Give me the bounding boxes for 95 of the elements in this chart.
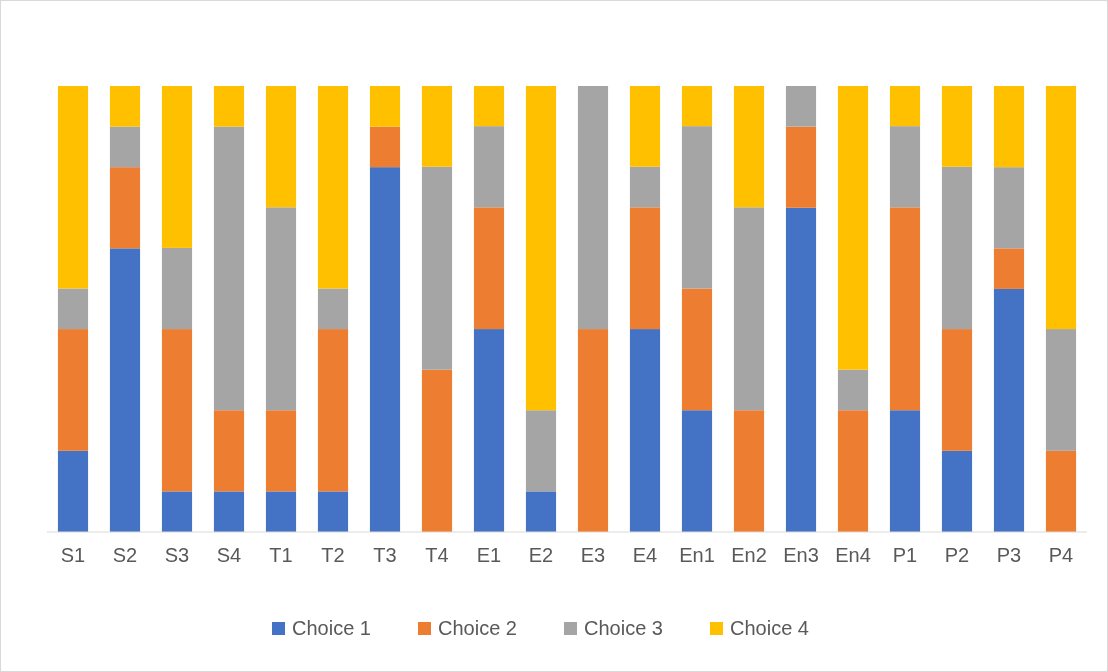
- bar: [525, 410, 557, 492]
- bar: [109, 248, 141, 532]
- bar: [629, 329, 661, 532]
- bar: [837, 86, 869, 370]
- x-tick-label: En4: [835, 544, 871, 566]
- bar: [993, 167, 1025, 249]
- bar: [265, 410, 297, 492]
- bar: [161, 491, 193, 532]
- x-tick-label: En2: [731, 544, 767, 566]
- bar: [161, 329, 193, 492]
- bar: [941, 329, 973, 451]
- bar: [941, 450, 973, 532]
- bar: [941, 86, 973, 167]
- bar: [681, 288, 713, 411]
- bar: [265, 207, 297, 411]
- bar: [213, 126, 245, 411]
- x-tick-label: E4: [632, 544, 658, 566]
- bar: [629, 166, 661, 208]
- bar: [889, 126, 921, 208]
- x-tick-label: E3: [580, 544, 606, 566]
- bar: [681, 126, 713, 289]
- bar: [577, 329, 609, 532]
- bar: [525, 491, 557, 532]
- x-tick-label: P1: [892, 544, 918, 566]
- bar: [317, 491, 349, 532]
- bar: [369, 167, 401, 532]
- x-tick-label: T4: [425, 544, 449, 566]
- bar: [57, 288, 89, 330]
- bar: [213, 410, 245, 492]
- bar: [733, 86, 765, 208]
- bar: [733, 410, 765, 532]
- x-tick-label: S3: [164, 544, 190, 566]
- bar: [57, 86, 89, 289]
- bar: [837, 369, 869, 411]
- bar: [369, 86, 401, 127]
- bar: [525, 86, 557, 411]
- bar: [317, 288, 349, 330]
- bar: [837, 410, 869, 532]
- legend-label: Choice 3: [584, 617, 663, 640]
- bar: [785, 126, 817, 208]
- bar: [629, 207, 661, 330]
- bar: [629, 86, 661, 167]
- bar: [161, 247, 193, 330]
- x-tick-label: T2: [321, 544, 345, 566]
- bar: [993, 288, 1025, 532]
- bar: [473, 329, 505, 532]
- bar: [1045, 329, 1077, 451]
- legend-label: Choice 1: [292, 617, 371, 640]
- bar: [213, 491, 245, 532]
- bar: [993, 248, 1025, 289]
- bar: [473, 207, 505, 330]
- bar: [889, 410, 921, 532]
- bar: [265, 86, 297, 208]
- bar: [733, 207, 765, 411]
- bar: [681, 410, 713, 532]
- bar: [57, 329, 89, 451]
- bar: [785, 207, 817, 532]
- bar: [889, 86, 921, 127]
- bar: [473, 126, 505, 208]
- bar: [681, 86, 713, 127]
- bar: [421, 86, 453, 167]
- bar: [57, 450, 89, 532]
- bar: [109, 86, 141, 127]
- bar: [109, 167, 141, 249]
- x-tick-label: E2: [528, 544, 554, 566]
- bar: [473, 86, 505, 127]
- bar: [161, 86, 193, 248]
- x-tick-label: S1: [60, 544, 86, 566]
- bar: [369, 126, 401, 168]
- bar: [265, 491, 297, 532]
- bar: [213, 86, 245, 127]
- x-tick-label: P4: [1048, 544, 1074, 566]
- bar: [317, 329, 349, 492]
- legend-label: Choice 4: [730, 617, 809, 640]
- bar: [993, 86, 1025, 168]
- x-tick-label: S4: [216, 544, 242, 566]
- bar: [889, 207, 921, 411]
- bar: [317, 86, 349, 289]
- x-tick-label: T3: [373, 544, 397, 566]
- x-tick-label: En1: [679, 544, 715, 566]
- x-tick-label: S2: [112, 544, 138, 566]
- legend-label: Choice 2: [438, 617, 517, 640]
- x-tick-label: P2: [944, 544, 970, 566]
- bar: [109, 126, 141, 168]
- bar: [577, 86, 609, 330]
- bar: [421, 369, 453, 532]
- x-tick-label: T1: [269, 544, 293, 566]
- bar: [941, 166, 973, 330]
- x-tick-label: E1: [476, 544, 502, 566]
- bar: [1045, 86, 1077, 330]
- x-tick-label: En3: [783, 544, 819, 566]
- x-tick-label: P3: [996, 544, 1022, 566]
- bar: [1045, 450, 1077, 532]
- bar: [785, 86, 817, 127]
- bar: [421, 166, 453, 370]
